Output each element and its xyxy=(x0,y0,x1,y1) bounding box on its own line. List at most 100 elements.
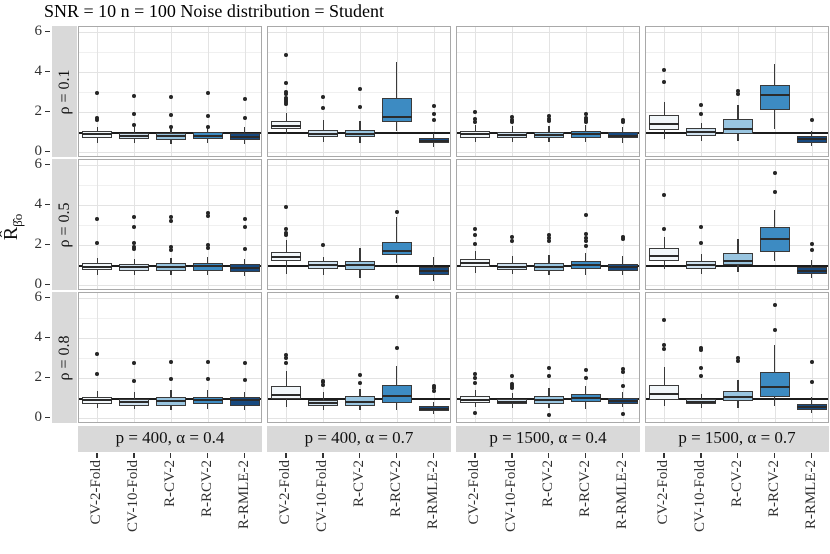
facet-col-strip: p = 400, α = 0.7 xyxy=(267,426,451,452)
x-tick-mark xyxy=(322,453,324,458)
vertical-gridline xyxy=(664,160,666,289)
y-tick-label: 2 xyxy=(34,236,43,252)
major-gridline xyxy=(457,32,639,33)
outlier-point xyxy=(169,215,173,219)
outlier-point xyxy=(699,103,704,107)
minor-gridline xyxy=(268,225,450,226)
y-tick-mark xyxy=(45,244,50,246)
outlier-point xyxy=(284,356,289,360)
upper-whisker xyxy=(585,253,587,262)
boxplot-box xyxy=(649,115,680,130)
outlier-point xyxy=(132,241,137,245)
outlier-point xyxy=(583,112,588,116)
upper-whisker xyxy=(737,239,739,253)
outlier-point xyxy=(205,125,210,129)
lower-whisker xyxy=(285,129,288,134)
lower-whisker xyxy=(432,411,435,414)
x-tick-mark xyxy=(243,453,245,458)
major-gridline xyxy=(268,32,450,33)
major-gridline xyxy=(646,338,828,339)
lower-whisker xyxy=(96,138,99,143)
median-line xyxy=(192,398,223,402)
outlier-point xyxy=(132,123,137,127)
median-line xyxy=(723,127,753,131)
lower-whisker xyxy=(133,270,135,275)
upper-whisker xyxy=(133,259,135,264)
median-line xyxy=(271,256,302,259)
vertical-gridline xyxy=(701,293,703,422)
x-tick-mark xyxy=(96,453,98,458)
boxplot-box xyxy=(381,98,412,122)
outlier-point xyxy=(242,247,247,251)
boxplot-box xyxy=(381,242,412,255)
facet-row-strip: ρ = 0.1 xyxy=(52,26,77,157)
median-line xyxy=(759,237,790,241)
major-gridline xyxy=(268,338,450,339)
major-gridline xyxy=(268,245,450,246)
major-gridline xyxy=(79,285,261,286)
vertical-gridline xyxy=(549,27,550,156)
upper-whisker xyxy=(243,259,246,264)
y-tick-label: 6 xyxy=(34,156,43,172)
y-tick-mark xyxy=(45,377,50,379)
major-gridline xyxy=(457,245,639,246)
outlier-point xyxy=(510,120,515,124)
facet-panel xyxy=(267,26,451,157)
facet-col-strip-label: p = 400, α = 0.7 xyxy=(304,428,414,448)
upper-whisker xyxy=(96,258,99,263)
outlier-point xyxy=(321,243,326,247)
x-category-label: CV-10-Fold xyxy=(314,460,331,532)
vertical-gridline xyxy=(97,293,99,422)
outlier-point xyxy=(583,120,588,124)
outlier-point xyxy=(699,348,704,352)
lower-whisker xyxy=(663,261,666,269)
lower-whisker xyxy=(700,404,702,408)
median-line xyxy=(570,133,601,136)
y-tick-mark xyxy=(45,297,50,299)
outlier-point xyxy=(547,413,551,417)
upper-whisker xyxy=(396,217,398,242)
median-line xyxy=(381,115,412,119)
outlier-point xyxy=(772,190,777,194)
upper-whisker xyxy=(432,133,435,138)
upper-whisker xyxy=(432,257,435,267)
lower-whisker xyxy=(243,406,246,410)
minor-gridline xyxy=(646,185,828,186)
vertical-gridline xyxy=(286,160,288,289)
major-gridline xyxy=(79,418,261,419)
median-line xyxy=(570,263,601,267)
x-tick-mark xyxy=(621,453,623,458)
outlier-point xyxy=(284,227,289,231)
outlier-point xyxy=(358,381,362,385)
lower-whisker xyxy=(737,401,739,408)
outlier-point xyxy=(772,303,777,307)
outlier-point xyxy=(394,346,399,350)
upper-whisker xyxy=(322,120,324,130)
boxplot-box xyxy=(649,248,680,261)
outlier-point xyxy=(284,96,289,100)
x-tick-mark xyxy=(133,453,135,458)
lower-whisker xyxy=(548,270,550,275)
minor-gridline xyxy=(457,92,639,93)
upper-whisker xyxy=(737,105,739,119)
median-line xyxy=(156,135,186,138)
vertical-gridline xyxy=(244,293,246,422)
x-tick-mark xyxy=(663,453,665,458)
outlier-point xyxy=(473,411,478,415)
x-category-label: CV-10-Fold xyxy=(503,460,520,532)
outlier-point xyxy=(284,92,289,96)
outlier-point xyxy=(736,359,740,363)
lower-whisker xyxy=(774,397,776,406)
outlier-point xyxy=(132,361,137,365)
outlier-point xyxy=(699,112,704,116)
outlier-point xyxy=(510,384,515,388)
median-line xyxy=(607,134,638,137)
outlier-point xyxy=(620,367,625,371)
median-line xyxy=(82,399,113,402)
outlier-point xyxy=(132,225,137,229)
median-line xyxy=(308,401,339,405)
median-line xyxy=(119,266,150,269)
outlier-point xyxy=(95,241,100,245)
vertical-gridline xyxy=(244,160,246,289)
median-line xyxy=(271,124,302,127)
